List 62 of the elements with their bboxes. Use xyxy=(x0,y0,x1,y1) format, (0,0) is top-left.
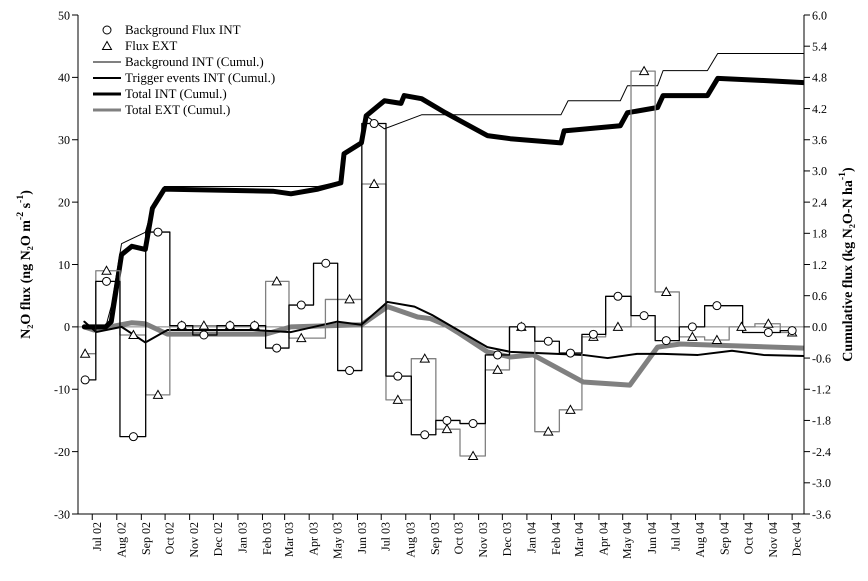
y2-tick-label: -1.8 xyxy=(812,414,831,428)
x-tick-label: Nov 02 xyxy=(187,522,202,558)
y2-tick-label: 0.6 xyxy=(812,288,827,303)
legend-label: Background INT (Cumul.) xyxy=(125,54,264,70)
x-tick-label: Jul 03 xyxy=(378,522,393,552)
y2-tick-label: 2.4 xyxy=(812,195,827,210)
y-tick-label: 20 xyxy=(58,195,70,210)
y-tick-label: -10 xyxy=(54,382,70,397)
x-tick-label: Jul 02 xyxy=(90,522,104,552)
legend-label: Total EXT (Cumul.) xyxy=(125,102,230,118)
y2-tick-label: 4.8 xyxy=(812,70,827,85)
y2-tick-label: 4.2 xyxy=(812,102,827,116)
y-tick-label: 0 xyxy=(64,320,70,334)
x-tick-label: Feb 03 xyxy=(260,522,274,555)
y-tick-label: 40 xyxy=(58,70,70,85)
y2-tick-label: 1.8 xyxy=(812,226,827,241)
x-tick-label: Mar 03 xyxy=(282,522,296,557)
x-tick-label: Feb 04 xyxy=(548,522,563,555)
x-tick-label: Nov 03 xyxy=(476,522,490,558)
x-tick-label: Apr 03 xyxy=(306,522,321,556)
legend-label: Flux EXT xyxy=(125,38,178,54)
x-tick-label: Aug 03 xyxy=(403,522,418,558)
y-tick-label: 10 xyxy=(58,258,70,272)
x-tick-label: Mar 04 xyxy=(572,522,586,557)
y2-tick-label: -1.2 xyxy=(812,382,831,397)
y-tick-label: 50 xyxy=(58,8,70,22)
x-tick-label: Sep 04 xyxy=(718,522,732,555)
x-tick-label: Dec 02 xyxy=(210,522,225,556)
x-tick-label: Sep 03 xyxy=(428,522,442,555)
x-tick-label: Nov 04 xyxy=(766,522,780,558)
y-tick-label: 30 xyxy=(58,133,70,148)
x-tick-label: Oct 04 xyxy=(741,522,756,554)
x-tick-label: Oct 02 xyxy=(162,522,177,554)
x-tick-label: Jun 03 xyxy=(354,522,369,554)
y-tick-label: -20 xyxy=(54,444,70,459)
y2-tick-label: -3.6 xyxy=(812,507,831,522)
x-tick-label: May 03 xyxy=(330,522,344,559)
y2-tick-label: -3.0 xyxy=(812,476,831,490)
y2-tick-label: 1.2 xyxy=(812,258,827,272)
x-tick-label: Jun 04 xyxy=(644,522,659,554)
x-tick-label: Dec 03 xyxy=(500,522,514,556)
legend-label: Total INT (Cumul.) xyxy=(125,86,227,102)
y2-tick-label: 0.0 xyxy=(812,320,827,334)
x-tick-label: May 04 xyxy=(620,522,634,559)
x-tick-label: Jan 03 xyxy=(235,522,250,553)
x-tick-label: Jul 04 xyxy=(668,522,683,552)
x-tick-label: Oct 03 xyxy=(452,522,466,554)
y2-tick-label: -0.6 xyxy=(812,351,831,366)
x-tick-label: Apr 04 xyxy=(596,522,610,556)
x-tick-label: Aug 04 xyxy=(693,522,708,558)
x-tick-label: Dec 04 xyxy=(790,522,804,556)
x-tick-label: Sep 02 xyxy=(138,522,153,555)
y2-tick-label: 3.0 xyxy=(812,164,827,178)
x-tick-label: Aug 02 xyxy=(114,522,128,558)
y2-tick-label: 6.0 xyxy=(812,8,827,22)
x-tick-label: Jan 04 xyxy=(524,522,538,553)
y2-tick-label: -2.4 xyxy=(812,444,831,459)
y-tick-label: -30 xyxy=(54,507,70,522)
y2-tick-label: 3.6 xyxy=(812,133,827,148)
legend-label: Trigger events INT (Cumul.) xyxy=(125,70,276,86)
y2-tick-label: 5.4 xyxy=(812,39,827,54)
legend-label: Background Flux INT xyxy=(125,22,241,38)
